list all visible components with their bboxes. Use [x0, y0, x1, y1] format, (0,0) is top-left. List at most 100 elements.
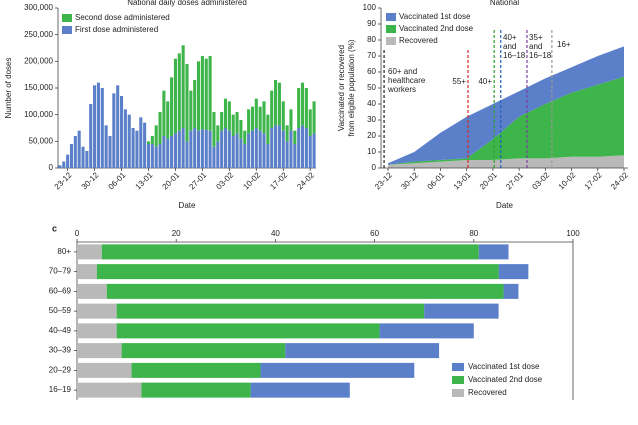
bar	[297, 88, 301, 128]
x-tick-label: 20	[172, 229, 181, 238]
bar	[123, 109, 127, 168]
bar	[85, 150, 89, 168]
bar	[116, 303, 425, 319]
bar	[220, 112, 224, 131]
legend-label: Recovered	[399, 36, 438, 45]
x-tick-label: 10-02	[241, 170, 262, 191]
bar	[250, 106, 255, 131]
bar	[62, 161, 66, 168]
bar	[270, 90, 274, 128]
bar	[189, 130, 193, 168]
bar	[100, 88, 104, 168]
bar	[101, 244, 479, 260]
bar	[478, 244, 509, 260]
bar	[77, 343, 122, 359]
milestone-label: 16+	[557, 40, 571, 49]
bar	[150, 144, 154, 168]
bar	[96, 264, 499, 280]
legend-label: Second dose administered	[75, 13, 170, 22]
bar	[235, 112, 239, 134]
bar	[193, 128, 197, 168]
bar	[166, 101, 170, 139]
bar	[260, 362, 415, 378]
bar	[77, 283, 107, 299]
bar	[285, 343, 440, 359]
x-tick-label: 17-02	[583, 170, 604, 191]
bar	[266, 144, 270, 168]
x-tick-label: 06-01	[426, 170, 447, 191]
milestone-label: workers	[387, 85, 416, 94]
bar	[116, 323, 380, 339]
bar	[170, 77, 174, 136]
bar	[121, 343, 286, 359]
legend-label: Recovered	[468, 388, 507, 397]
bar	[185, 141, 189, 168]
x-tick-label: 20-01	[161, 170, 182, 191]
y-tick-label: 0	[49, 163, 54, 172]
bar	[77, 244, 102, 260]
bar	[300, 125, 305, 168]
bar	[308, 109, 312, 136]
bar	[96, 82, 100, 168]
bar	[498, 264, 529, 280]
milestone-label: 35+	[529, 33, 543, 42]
x-tick-label: 30-12	[399, 170, 420, 191]
y-tick-label: 250,000	[24, 30, 53, 39]
x-axis-label: Date	[496, 201, 513, 210]
bar	[146, 141, 151, 144]
chart-title: National	[490, 0, 520, 7]
bar	[200, 56, 204, 130]
bar	[231, 114, 235, 136]
bar	[297, 128, 301, 168]
x-tick-label: 30-12	[80, 170, 101, 191]
bar	[150, 136, 154, 144]
bar	[247, 109, 251, 134]
bar	[173, 133, 177, 168]
milestone-label: 16–18	[529, 51, 552, 60]
y-tick-label: 70–79	[49, 267, 72, 276]
x-tick-label: 24-02	[295, 170, 316, 191]
x-tick-label: 13-01	[134, 170, 155, 191]
bar	[193, 80, 197, 128]
bar	[146, 144, 151, 168]
bar	[262, 133, 266, 168]
panel-label: c	[52, 223, 57, 233]
legend-label: Vaccinated 2nd dose	[399, 24, 474, 33]
bar	[216, 125, 220, 142]
y-tick-label: 70	[367, 51, 376, 60]
bar	[166, 138, 170, 168]
x-tick-label: 03-02	[214, 170, 235, 191]
milestone-label: and	[529, 42, 542, 51]
legend-label: Vaccinated 2nd dose	[468, 375, 543, 384]
bar	[277, 125, 281, 168]
x-tick-label: 40	[271, 229, 280, 238]
bar	[170, 136, 174, 168]
bar	[208, 130, 212, 168]
bar	[266, 114, 270, 144]
bar	[247, 133, 251, 168]
bar	[112, 93, 116, 168]
bar	[250, 382, 350, 398]
bar	[185, 64, 189, 142]
bar	[81, 146, 85, 168]
y-tick-label: 40	[367, 99, 376, 108]
chart-title: National daily doses administered	[127, 0, 247, 7]
y-tick-label: 200,000	[24, 56, 53, 65]
axes	[76, 241, 574, 400]
bar	[93, 85, 97, 168]
bar	[66, 154, 70, 168]
bar	[258, 130, 262, 168]
bar	[227, 101, 231, 131]
bar	[204, 129, 208, 168]
x-tick-label: 80	[469, 229, 478, 238]
milestone-label: 55+	[452, 77, 466, 86]
bar	[424, 303, 499, 319]
y-tick-label: 80	[367, 35, 376, 44]
x-tick-label: 27-01	[504, 170, 525, 191]
y-tick-label: 100	[363, 3, 377, 12]
legend-swatch	[386, 37, 396, 45]
bar	[177, 53, 181, 131]
legend-swatch	[452, 389, 464, 397]
bar	[281, 130, 285, 168]
area	[388, 46, 624, 165]
